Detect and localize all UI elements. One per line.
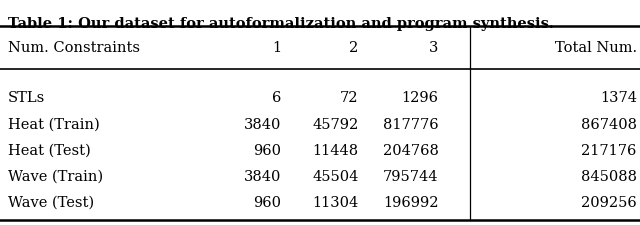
Text: STLs: STLs <box>8 91 45 105</box>
Text: 217176: 217176 <box>581 143 637 157</box>
Text: Total Num.: Total Num. <box>555 41 637 55</box>
Text: 845088: 845088 <box>581 169 637 183</box>
Text: 11304: 11304 <box>312 195 358 209</box>
Text: 3: 3 <box>429 41 438 55</box>
Text: 960: 960 <box>253 143 282 157</box>
Text: 1: 1 <box>273 41 282 55</box>
Text: Heat (Train): Heat (Train) <box>8 117 99 131</box>
Text: Wave (Train): Wave (Train) <box>8 169 103 183</box>
Text: 1374: 1374 <box>600 91 637 105</box>
Text: 11448: 11448 <box>312 143 358 157</box>
Text: 45792: 45792 <box>312 117 358 131</box>
Text: Num. Constraints: Num. Constraints <box>8 41 140 55</box>
Text: 45504: 45504 <box>312 169 358 183</box>
Text: 204768: 204768 <box>383 143 438 157</box>
Text: Wave (Test): Wave (Test) <box>8 195 94 209</box>
Text: Heat (Test): Heat (Test) <box>8 143 90 157</box>
Text: 209256: 209256 <box>581 195 637 209</box>
Text: 2: 2 <box>349 41 358 55</box>
Text: 817776: 817776 <box>383 117 438 131</box>
Text: Table 1: Our dataset for autoformalization and program synthesis.: Table 1: Our dataset for autoformalizati… <box>8 17 554 31</box>
Text: 960: 960 <box>253 195 282 209</box>
Text: 6: 6 <box>272 91 282 105</box>
Text: 196992: 196992 <box>383 195 438 209</box>
Text: 867408: 867408 <box>581 117 637 131</box>
Text: 3840: 3840 <box>244 169 282 183</box>
Text: 3840: 3840 <box>244 117 282 131</box>
Text: 1296: 1296 <box>401 91 438 105</box>
Text: 72: 72 <box>340 91 358 105</box>
Text: 795744: 795744 <box>383 169 438 183</box>
